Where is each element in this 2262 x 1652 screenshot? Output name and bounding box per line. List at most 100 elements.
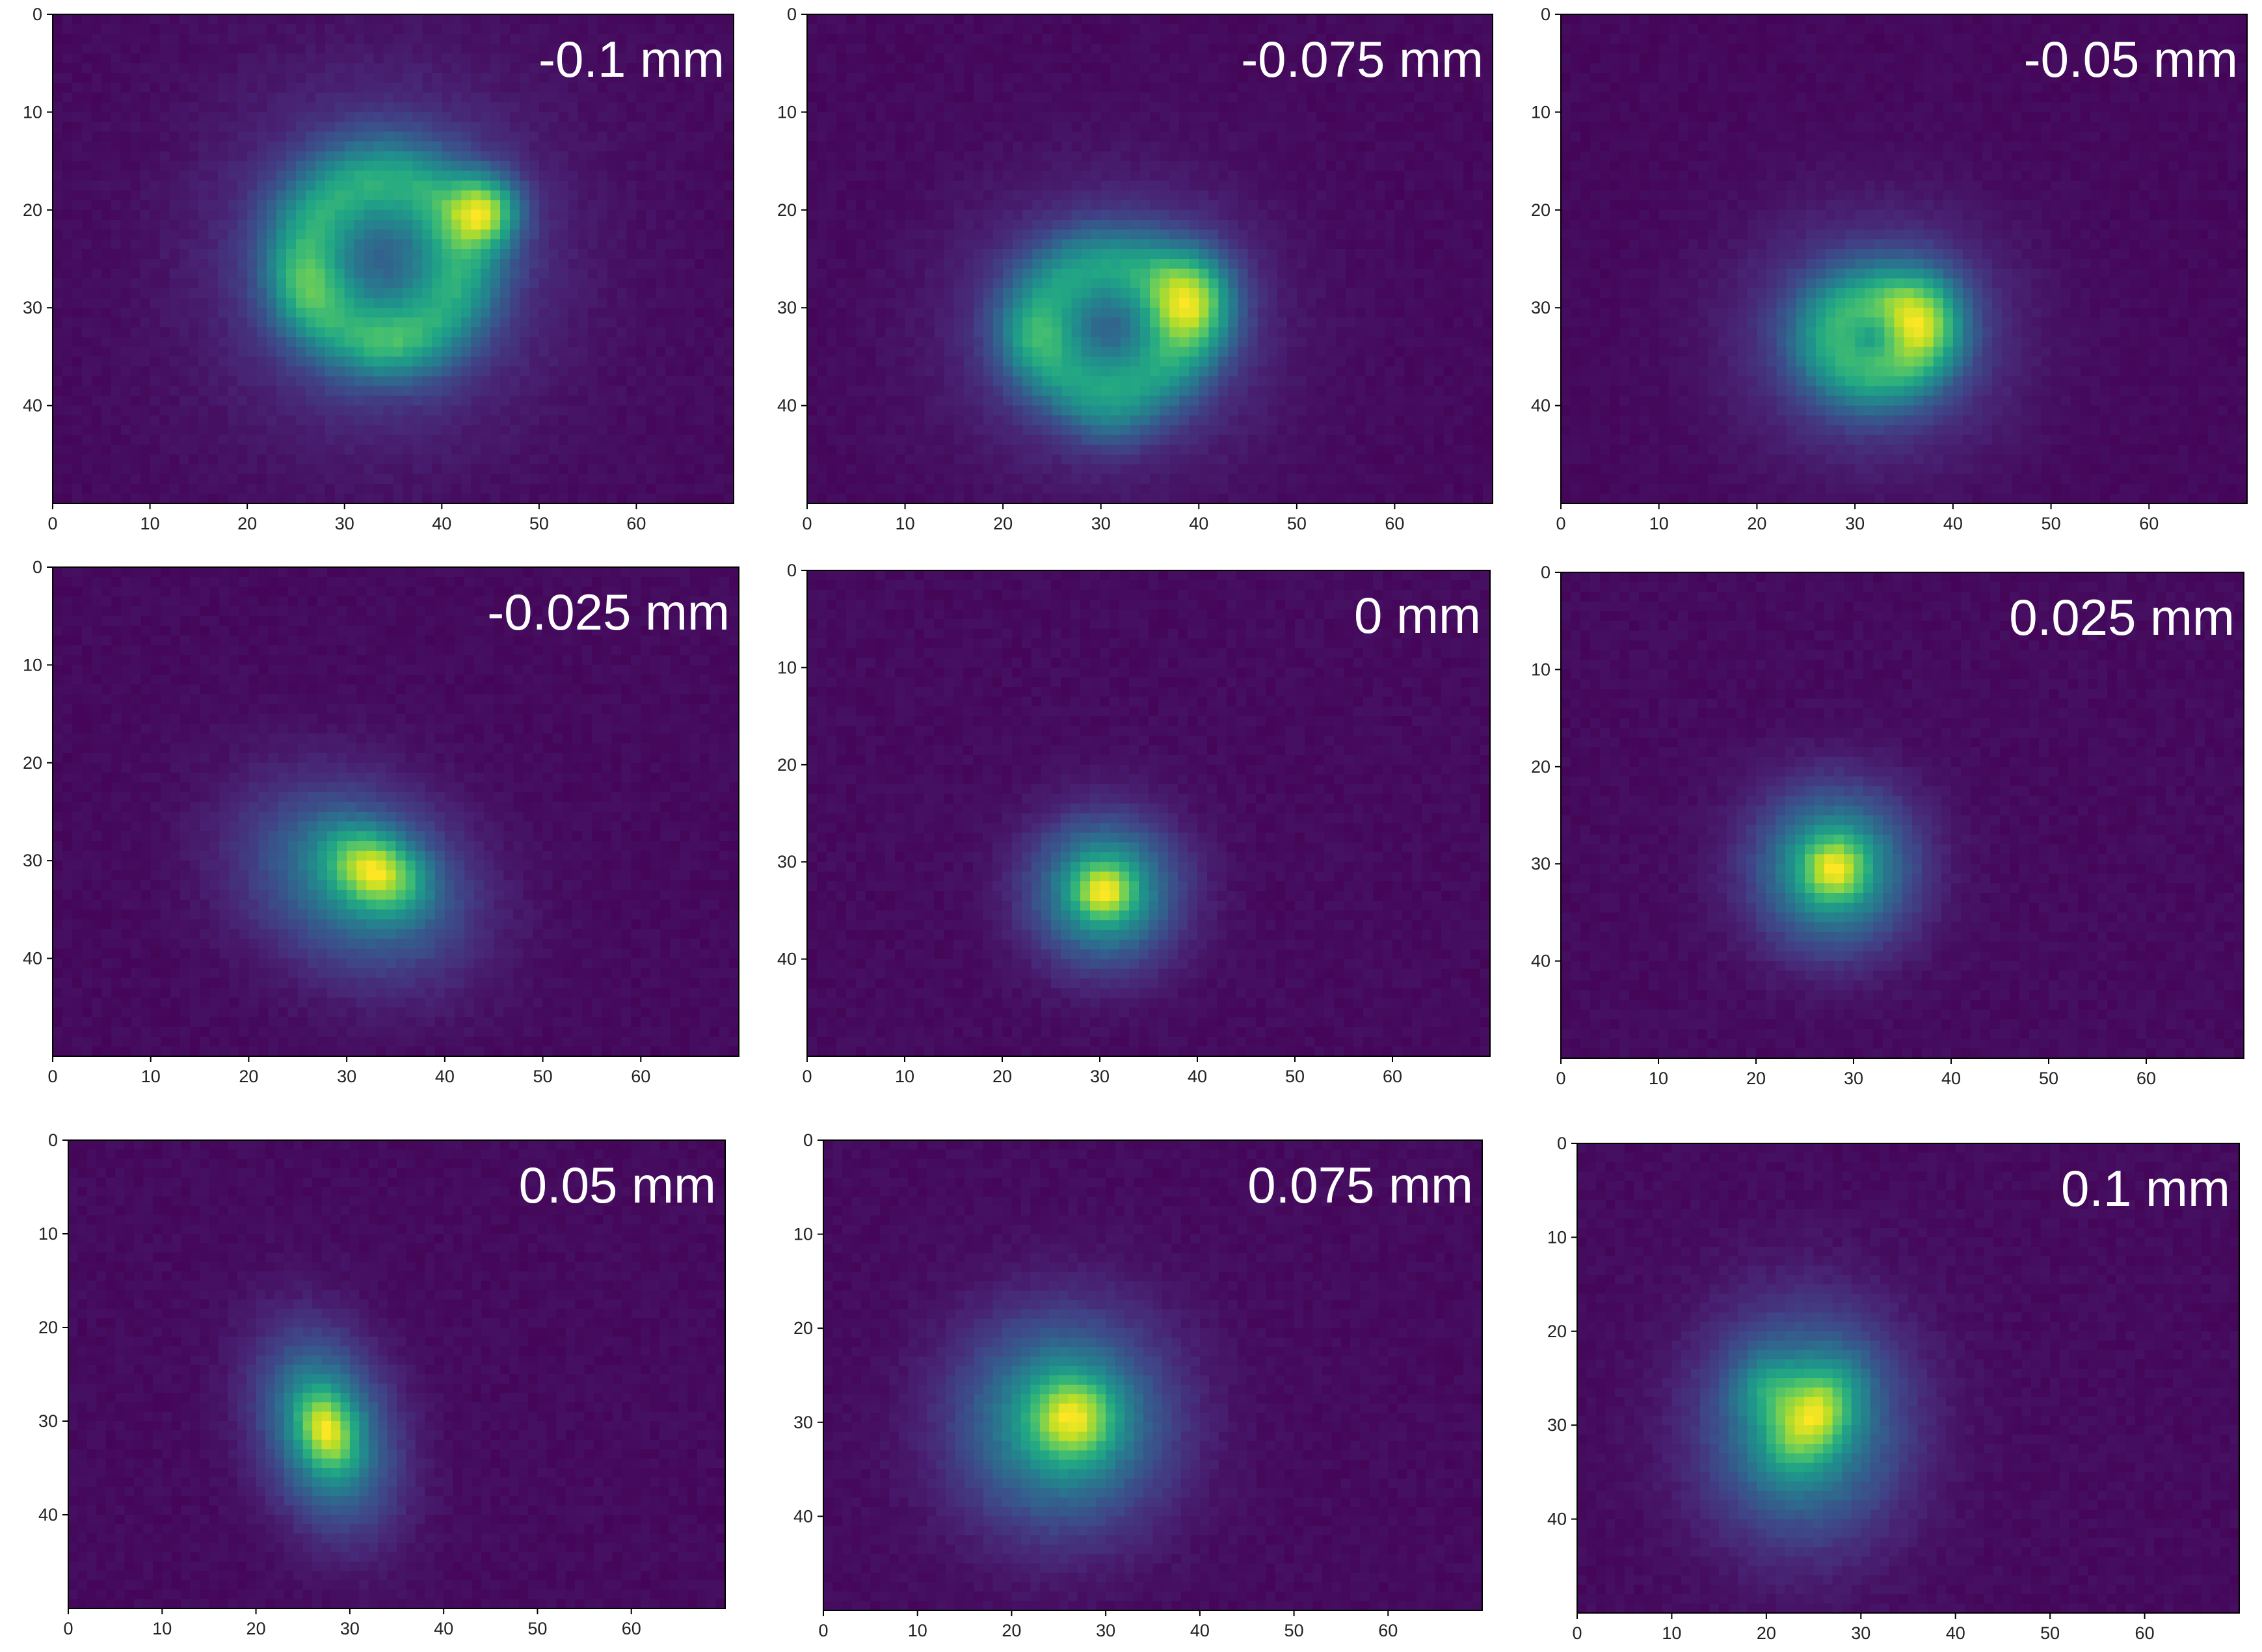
heatmap-cell: [374, 171, 384, 181]
heatmap-cell: [598, 308, 608, 318]
heatmap-cell: [247, 259, 258, 269]
heatmap-cell: [92, 131, 102, 142]
heatmap-cell: [1160, 122, 1170, 132]
heatmap-cell: [588, 210, 598, 220]
heatmap-cell: [675, 435, 685, 446]
heatmap-cell: [510, 396, 520, 406]
heatmap-cell: [983, 181, 994, 191]
heatmap-cell: [53, 396, 63, 406]
heatmap-cell: [1463, 171, 1474, 181]
heatmap-cell: [607, 171, 618, 181]
heatmap-cell: [1473, 152, 1484, 162]
heatmap-cell: [208, 112, 219, 122]
heatmap-cell: [1218, 73, 1229, 83]
heatmap-cell: [384, 445, 394, 455]
heatmap-cell: [131, 24, 141, 34]
heatmap-cell: [510, 278, 520, 289]
heatmap-cell: [588, 386, 598, 397]
heatmap-cell: [72, 112, 83, 122]
heatmap-cell: [520, 131, 530, 142]
heatmap-cell: [384, 34, 394, 44]
heatmap-cell: [111, 34, 122, 44]
heatmap-cell: [856, 200, 866, 211]
heatmap-cell: [461, 181, 472, 191]
heatmap-cell: [559, 92, 569, 103]
heatmap-cell: [335, 181, 345, 191]
heatmap-cell: [121, 347, 131, 357]
heatmap-cell: [325, 288, 336, 299]
heatmap-cell: [267, 308, 277, 318]
heatmap-cell: [179, 73, 189, 83]
heatmap-cell: [451, 131, 462, 142]
heatmap-cell: [626, 230, 637, 240]
heatmap-cell: [1316, 200, 1327, 211]
heatmap-cell: [714, 494, 725, 504]
heatmap-cell: [62, 34, 73, 44]
heatmap-cell: [169, 484, 180, 494]
heatmap-cell: [983, 161, 994, 172]
heatmap-cell: [1091, 181, 1102, 191]
heatmap-cell: [724, 24, 734, 34]
heatmap-cell: [218, 152, 228, 162]
heatmap-cell: [101, 337, 112, 347]
heatmap-cell: [964, 53, 974, 64]
heatmap-cell: [412, 435, 423, 446]
heatmap-cell: [237, 366, 248, 377]
heatmap-cell: [1052, 131, 1062, 142]
heatmap-cell: [315, 396, 326, 406]
heatmap-cell: [471, 171, 481, 181]
heatmap-cell: [1072, 73, 1082, 83]
heatmap-cell: [53, 161, 63, 172]
heatmap-cell: [510, 24, 520, 34]
heatmap-cell: [306, 356, 316, 367]
heatmap-cell: [1258, 200, 1268, 211]
heatmap-cell: [675, 298, 685, 308]
heatmap-cell: [296, 200, 306, 211]
heatmap-cell: [228, 474, 238, 485]
heatmap-cell: [403, 317, 413, 328]
heatmap-cell: [598, 14, 608, 25]
heatmap-cell: [218, 92, 228, 103]
heatmap-cell: [549, 464, 559, 475]
heatmap-cell: [1287, 131, 1297, 142]
heatmap-cell: [1091, 102, 1102, 113]
heatmap-cell: [131, 455, 141, 465]
heatmap-cell: [471, 288, 481, 299]
heatmap-cell: [403, 269, 413, 279]
heatmap-cell: [1208, 83, 1219, 93]
heatmap-cell: [101, 386, 112, 397]
heatmap-cell: [549, 494, 559, 504]
heatmap-cell: [62, 14, 73, 25]
heatmap-cell: [131, 200, 141, 211]
heatmap-cell: [442, 210, 452, 220]
heatmap-cell: [1111, 142, 1121, 152]
heatmap-cell: [490, 337, 501, 347]
heatmap-cell: [179, 425, 189, 436]
heatmap-cell: [1473, 142, 1484, 152]
heatmap-cell: [208, 386, 219, 397]
heatmap-cell: [1042, 200, 1052, 211]
heatmap-cell: [1287, 122, 1297, 132]
heatmap-cell: [393, 484, 404, 494]
heatmap-cell: [549, 122, 559, 132]
heatmap-cell: [374, 152, 384, 162]
heatmap-cell: [403, 102, 413, 113]
heatmap-cell: [267, 269, 277, 279]
heatmap-cell: [169, 239, 180, 250]
heatmap-cell: [131, 142, 141, 152]
heatmap-cell: [121, 63, 131, 73]
heatmap-cell: [247, 14, 258, 25]
heatmap-cell: [529, 142, 540, 152]
heatmap-cell: [257, 53, 267, 64]
heatmap-cell: [179, 63, 189, 73]
heatmap-cell: [626, 376, 637, 386]
heatmap-cell: [1355, 131, 1366, 142]
heatmap-cell: [179, 161, 189, 172]
heatmap-cell: [247, 53, 258, 64]
heatmap-cell: [315, 200, 326, 211]
heatmap-cell: [1101, 181, 1111, 191]
heatmap-cell: [374, 24, 384, 34]
heatmap-cell: [422, 298, 432, 308]
heatmap-cell: [685, 435, 695, 446]
heatmap-cell: [364, 131, 375, 142]
